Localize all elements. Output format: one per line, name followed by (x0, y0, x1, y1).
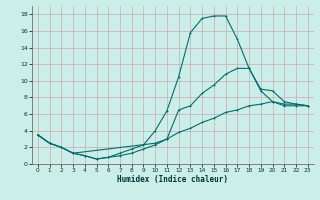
X-axis label: Humidex (Indice chaleur): Humidex (Indice chaleur) (117, 175, 228, 184)
